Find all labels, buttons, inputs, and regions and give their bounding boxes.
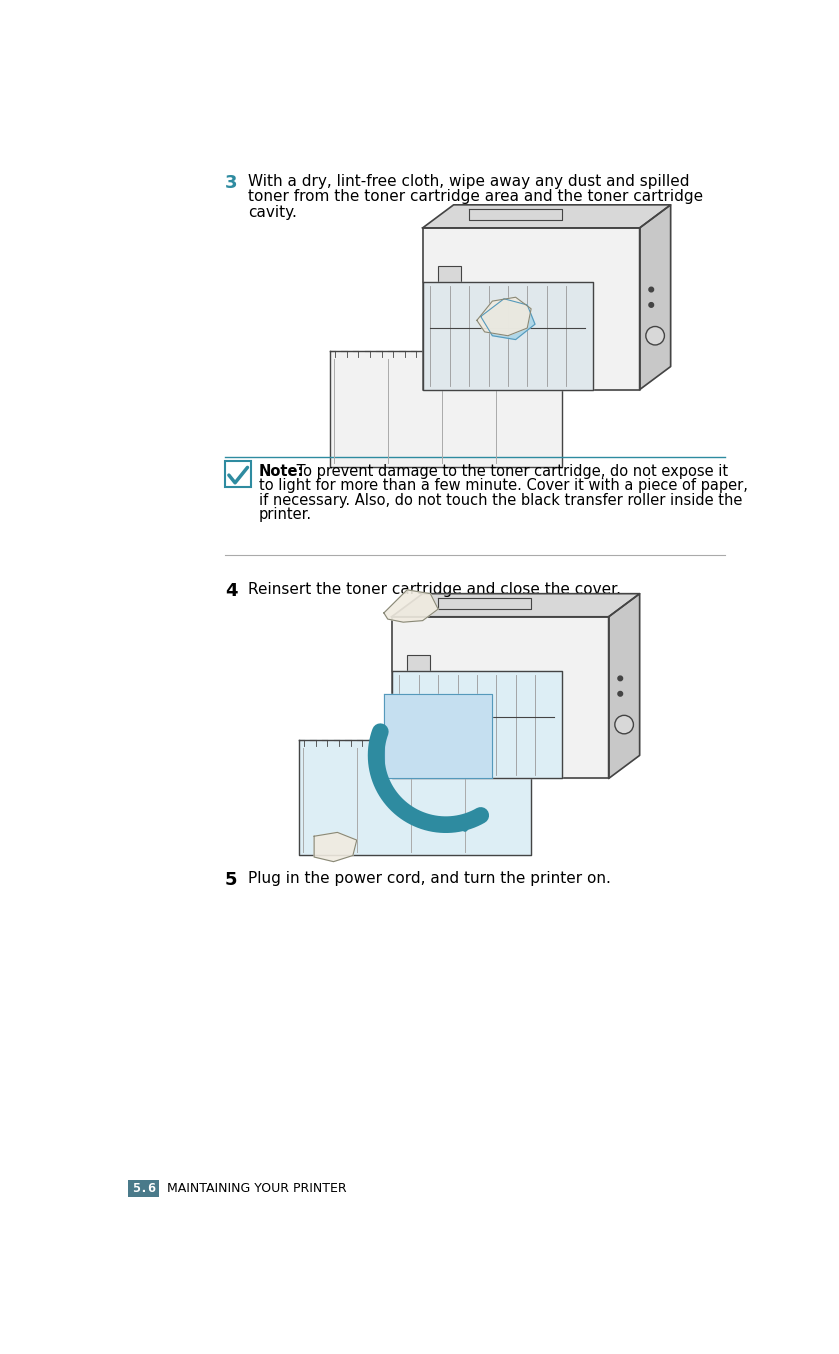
Polygon shape <box>392 593 639 617</box>
Bar <box>407 655 430 686</box>
Polygon shape <box>423 204 670 227</box>
Polygon shape <box>481 299 535 340</box>
Polygon shape <box>392 670 562 779</box>
Text: printer.: printer. <box>259 508 312 523</box>
Polygon shape <box>608 593 639 779</box>
Bar <box>128 1181 159 1197</box>
Polygon shape <box>423 227 639 390</box>
Polygon shape <box>384 693 492 779</box>
Text: 5.6: 5.6 <box>132 1182 155 1196</box>
Circle shape <box>649 303 654 307</box>
Text: With a dry, lint-free cloth, wipe away any dust and spilled: With a dry, lint-free cloth, wipe away a… <box>248 175 690 190</box>
Text: Note:: Note: <box>259 463 305 478</box>
Bar <box>438 267 461 298</box>
Text: Reinsert the toner cartridge and close the cover.: Reinsert the toner cartridge and close t… <box>248 582 621 597</box>
Circle shape <box>615 715 633 734</box>
Circle shape <box>646 326 664 345</box>
Polygon shape <box>639 204 670 390</box>
Text: Plug in the power cord, and turn the printer on.: Plug in the power cord, and turn the pri… <box>248 871 611 886</box>
Polygon shape <box>438 597 531 609</box>
Text: MAINTAINING YOUR PRINTER: MAINTAINING YOUR PRINTER <box>167 1182 347 1196</box>
Circle shape <box>618 692 623 696</box>
Text: to light for more than a few minute. Cover it with a piece of paper,: to light for more than a few minute. Cov… <box>259 478 748 493</box>
Polygon shape <box>384 590 438 623</box>
Circle shape <box>649 287 654 292</box>
Text: To prevent damage to the toner cartridge, do not expose it: To prevent damage to the toner cartridge… <box>292 463 727 478</box>
Bar <box>225 462 252 487</box>
Text: 4: 4 <box>225 582 237 600</box>
Text: 5: 5 <box>225 871 237 888</box>
Text: if necessary. Also, do not touch the black transfer roller inside the: if necessary. Also, do not touch the bla… <box>259 493 743 508</box>
Polygon shape <box>477 298 531 336</box>
Polygon shape <box>392 617 608 779</box>
Text: toner from the toner cartridge area and the toner cartridge: toner from the toner cartridge area and … <box>248 190 703 204</box>
Polygon shape <box>314 833 357 861</box>
Polygon shape <box>299 741 531 856</box>
Text: 3: 3 <box>225 175 237 192</box>
Text: cavity.: cavity. <box>248 204 297 219</box>
Polygon shape <box>423 282 593 390</box>
Polygon shape <box>330 351 562 467</box>
Polygon shape <box>469 209 562 221</box>
Circle shape <box>618 676 623 681</box>
